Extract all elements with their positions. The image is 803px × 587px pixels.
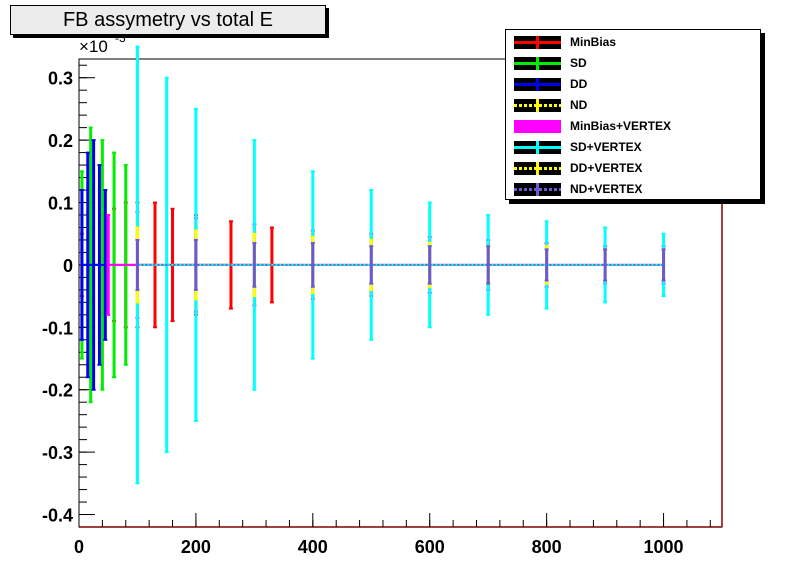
legend-swatch-minbias-vertex: [514, 120, 561, 133]
data-point-nd-vertex: [428, 263, 432, 267]
data-point-nd-vertex: [545, 263, 549, 267]
legend-entry-nd-vertex: ND+VERTEX: [512, 180, 752, 200]
legend-entry-sd: SD: [512, 54, 752, 74]
legend-label-nd: ND: [570, 98, 588, 112]
chart-title-box: FB assymetry vs total E: [10, 5, 326, 35]
legend-swatch-sd-vertex: [514, 141, 561, 154]
legend-swatch-dd: [514, 78, 561, 91]
data-point-nd-vertex: [135, 263, 139, 267]
data-point-dd: [80, 263, 84, 267]
legend-label-sd: SD: [570, 56, 587, 70]
y-tick-label: 0.2: [48, 131, 73, 151]
data-point-dd: [92, 263, 96, 267]
data-point-nd-vertex: [662, 263, 666, 267]
legend-label-sd-vertex: SD+VERTEX: [570, 140, 642, 154]
legend-label-minbias: MinBias: [570, 35, 617, 49]
x-tick-label: 200: [181, 537, 211, 557]
x-tick-label: 0: [74, 537, 84, 557]
x-tick-label: 400: [298, 537, 328, 557]
legend-swatch-sd: [514, 57, 561, 70]
legend-swatch-nd: [514, 99, 561, 112]
legend: MinBias SD DD ND MinBias+VERTEX: [505, 29, 761, 200]
y-multiplier-label: ×10: [79, 37, 108, 56]
legend-entry-dd: DD: [512, 75, 752, 95]
x-tick-label: 1000: [644, 537, 684, 557]
legend-entry-minbias-vertex: MinBias+VERTEX: [512, 117, 752, 137]
legend-swatch-dd-vertex: [514, 162, 561, 175]
legend-entry-minbias: MinBias: [512, 33, 752, 53]
data-point-minbias-vertex: [106, 263, 110, 267]
data-point-nd-vertex: [486, 263, 490, 267]
y-tick-label: -0.3: [42, 443, 73, 463]
legend-entry-sd-vertex: SD+VERTEX: [512, 138, 752, 158]
y-tick-label: -0.1: [42, 318, 73, 338]
y-multiplier-exponent: -3: [115, 31, 126, 45]
y-tick-label: -0.4: [42, 506, 73, 526]
legend-label-nd-vertex: ND+VERTEX: [570, 182, 643, 196]
legend-label-dd: DD: [570, 77, 588, 91]
legend-swatch-nd-vertex: [514, 183, 561, 196]
data-point-nd-vertex: [369, 263, 373, 267]
y-tick-label: 0.1: [48, 194, 73, 214]
y-tick-label: 0: [63, 256, 73, 276]
legend-label-dd-vertex: DD+VERTEX: [570, 161, 643, 175]
chart-title: FB assymetry vs total E: [62, 9, 274, 31]
x-tick-label: 800: [532, 537, 562, 557]
data-point-nd-vertex: [194, 263, 198, 267]
legend-entry-dd-vertex: DD+VERTEX: [512, 159, 752, 179]
legend-entry-nd: ND: [512, 96, 752, 116]
legend-label-minbias-vertex: MinBias+VERTEX: [570, 119, 672, 133]
x-tick-label: 600: [415, 537, 445, 557]
data-point-dd: [97, 263, 101, 267]
data-point-nd-vertex: [603, 263, 607, 267]
data-point-nd-vertex: [311, 263, 315, 267]
data-point-dd: [86, 263, 90, 267]
y-tick-label: -0.2: [42, 381, 73, 401]
y-tick-label: 0.3: [48, 69, 73, 89]
data-point-nd-vertex: [252, 263, 256, 267]
data-point-dd: [103, 263, 107, 267]
legend-swatch-minbias: [514, 36, 561, 49]
